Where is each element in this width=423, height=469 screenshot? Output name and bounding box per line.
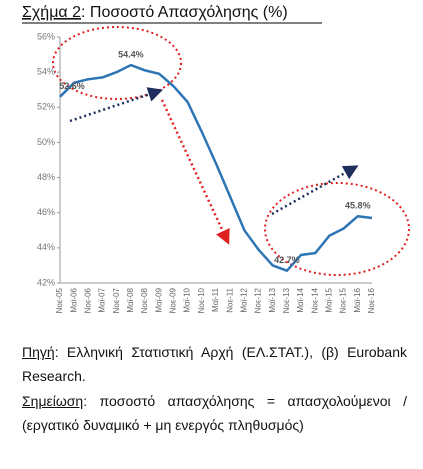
y-tick-label: 56% [37,31,55,41]
note-label: Σημείωση [22,393,84,409]
x-tick-label: Μαϊ-10 [183,287,192,312]
figure-title: Σχήμα 2: Ποσοστό Απασχόλησης (%) [22,4,288,21]
x-tick-label: Μαϊ-08 [126,287,135,312]
y-tick-label: 48% [37,172,55,182]
source-label: Πηγή [22,344,55,360]
data-line [59,63,373,272]
value-label: 42.7% [274,255,300,265]
y-tick-label: 52% [37,102,55,112]
x-tick-label: Μαϊ-07 [98,287,107,312]
x-tick-label: Νοε-07 [112,287,121,313]
y-tick-label: 50% [37,137,55,147]
trend-arrow [160,99,230,245]
x-tick-label: Νοε-09 [169,287,178,313]
x-tick-label: Νοε-16 [367,287,376,313]
definition-note: Σημείωση: ποσοστό απασχόλησης = απασχολο… [22,389,407,437]
value-label: 52.6% [59,81,85,91]
x-tick-label: Νοε-14 [310,287,319,313]
x-tick-label: Νοε-06 [83,287,92,313]
x-tick-label: Νοε-05 [55,287,64,313]
x-tick-label: Νοε-10 [197,287,206,313]
x-tick-label: Μαϊ-15 [325,287,334,312]
trend-arrow [271,165,359,216]
chart: Σχήμα 2: Ποσοστό Απασχόλησης (%) 42% 44% 4… [22,4,410,313]
x-tick-label: Μαϊ-06 [69,287,78,312]
source-text: : Ελληνική Στατιστική Αρχή (ΕΛ.ΣΤΑΤ.), (… [22,344,407,384]
x-tick-label: Νοε-12 [254,287,263,313]
y-tick-label: 46% [37,207,55,217]
y-tick-label: 42% [37,277,55,287]
x-tick-label: Μαϊ-11 [211,287,220,312]
trend-arrow [69,87,164,123]
y-tick-label: 54% [37,67,55,77]
value-label: 54.4% [118,49,144,59]
value-label: 45.8% [345,201,371,211]
x-tick-label: Νοε-11 [225,287,234,312]
x-tick-label: Μαϊ-16 [353,287,362,312]
x-tick-label: Μαϊ-09 [154,287,163,312]
x-tick-label: Μαϊ-12 [239,287,248,312]
x-tick-label: Νοε-08 [140,287,149,313]
x-tick-label: Νοε-13 [282,287,291,313]
x-tick-label: Νοε-15 [339,287,348,313]
note-text: : ποσοστό απασχόλησης = απασχολούμενοι /… [22,393,407,433]
figure-label: Σχήμα 2 [22,4,81,21]
source-note: Πηγή: Ελληνική Στατιστική Αρχή (ΕΛ.ΣΤΑΤ.… [22,340,407,388]
x-tick-label: Μαϊ-14 [296,287,305,312]
highlight-ellipse [264,182,410,276]
x-tick-label: Μαϊ-13 [268,287,277,312]
figure-title-text: : Ποσοστό Απασχόλησης (%) [81,4,288,21]
y-tick-label: 44% [37,242,55,252]
highlight-ellipse [52,26,182,100]
